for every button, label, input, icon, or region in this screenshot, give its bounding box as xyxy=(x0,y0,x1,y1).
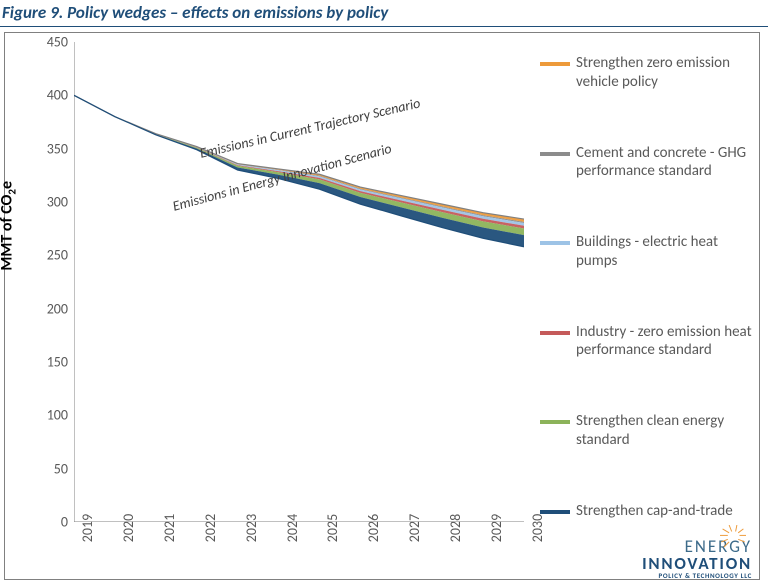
x-tick-label: 2029 xyxy=(488,514,505,542)
y-axis-label: MMT of CO2e xyxy=(0,181,19,271)
y-tick-label: 150 xyxy=(40,354,68,371)
legend-label: Cement and concrete - GHG performance st… xyxy=(576,144,755,182)
x-tick-label: 2022 xyxy=(202,514,219,542)
wedge-area xyxy=(74,95,524,225)
x-tick-label: 2025 xyxy=(324,514,341,542)
legend-item: Strengthen cap-and-trade xyxy=(540,502,755,521)
legend-item: Strengthen clean energy standard xyxy=(540,412,755,450)
legend-item: Buildings - electric heat pumps xyxy=(540,233,755,271)
legend-swatch xyxy=(540,510,570,514)
logo-line-3: POLICY & TECHNOLOGY LLC xyxy=(642,572,752,579)
y-tick-label: 50 xyxy=(40,460,68,477)
wedge-chart-svg xyxy=(74,42,524,522)
legend-label: Strengthen zero emission vehicle policy xyxy=(576,54,755,92)
x-tick-label: 2026 xyxy=(365,514,382,542)
figure-title: Figure 9. Policy wedges – effects on emi… xyxy=(2,2,388,23)
legend-label: Industry - zero emission heat performanc… xyxy=(576,323,755,361)
y-tick-label: 350 xyxy=(40,140,68,157)
sunburst-icon xyxy=(720,525,746,551)
legend-label: Strengthen clean energy standard xyxy=(576,412,755,450)
x-tick-label: 2027 xyxy=(406,514,423,542)
legend-swatch xyxy=(540,331,570,335)
y-tick-label: 100 xyxy=(40,407,68,424)
title-underline xyxy=(0,26,768,27)
legend-label: Strengthen cap-and-trade xyxy=(576,502,733,521)
x-tick-label: 2019 xyxy=(79,514,96,542)
y-tick-label: 250 xyxy=(40,247,68,264)
wedge-area xyxy=(74,95,524,223)
legend-swatch xyxy=(540,62,570,66)
legend-label: Buildings - electric heat pumps xyxy=(576,233,755,271)
x-tick-label: 2028 xyxy=(447,514,464,542)
y-tick-label: 300 xyxy=(40,194,68,211)
legend-swatch xyxy=(540,241,570,245)
plot-area xyxy=(74,42,524,522)
legend-swatch xyxy=(540,152,570,156)
legend-item: Industry - zero emission heat performanc… xyxy=(540,323,755,361)
legend: Strengthen zero emission vehicle policy C… xyxy=(540,54,755,572)
y-tick-label: 450 xyxy=(40,34,68,51)
brand-logo: ENERGY INNOVATION POLICY & TECHNOLOGY LL… xyxy=(642,538,752,579)
wedge-area xyxy=(74,95,524,222)
x-tick-label: 2020 xyxy=(120,514,137,542)
logo-line-2: INNOVATION xyxy=(642,555,752,572)
y-tick-label: 0 xyxy=(40,514,68,531)
figure-container: Figure 9. Policy wedges – effects on emi… xyxy=(0,0,768,587)
x-tick-label: 2023 xyxy=(243,514,260,542)
legend-swatch xyxy=(540,420,570,424)
x-tick-label: 2024 xyxy=(284,514,301,542)
x-tick-label: 2021 xyxy=(161,514,178,542)
y-tick-label: 400 xyxy=(40,87,68,104)
y-tick-label: 200 xyxy=(40,300,68,317)
top-trajectory-line xyxy=(74,95,524,219)
legend-item: Cement and concrete - GHG performance st… xyxy=(540,144,755,182)
legend-item: Strengthen zero emission vehicle policy xyxy=(540,54,755,92)
